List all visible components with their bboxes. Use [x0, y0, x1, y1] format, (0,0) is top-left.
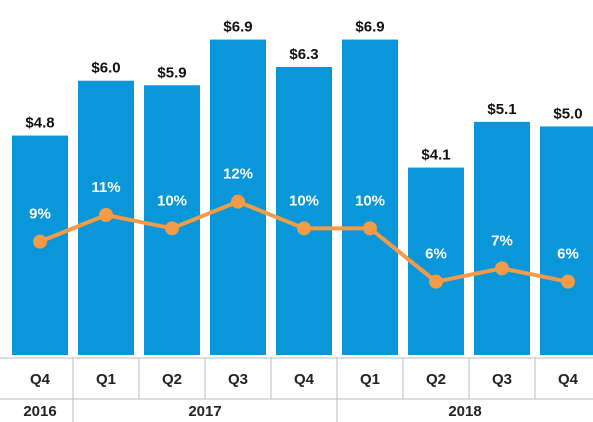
x-group-label: 2016: [23, 403, 56, 420]
line-value-label: 7%: [491, 232, 513, 249]
bar-value-label: $5.0: [553, 105, 582, 122]
x-tick-label: Q1: [360, 371, 380, 388]
line-point: [363, 221, 377, 236]
bar: [276, 67, 332, 355]
line-point: [495, 261, 509, 276]
line-point: [231, 194, 245, 209]
bar-value-label: $4.8: [25, 115, 54, 132]
line-value-label: 11%: [91, 179, 120, 196]
line-value-label: 12%: [223, 166, 253, 183]
line-value-label: 9%: [29, 206, 51, 223]
bar-value-label: $4.1: [421, 147, 450, 164]
x-tick-label: Q4: [30, 371, 51, 388]
line-point: [33, 234, 47, 249]
line-value-label: 6%: [557, 246, 579, 263]
bar: [540, 126, 593, 355]
line-value-label: 10%: [289, 192, 319, 209]
bar: [408, 167, 464, 355]
line-point: [297, 221, 311, 236]
bar: [474, 121, 530, 355]
line-point: [99, 208, 113, 222]
line-value-label: 10%: [355, 192, 385, 209]
x-tick-label: Q4: [294, 371, 315, 388]
x-tick-label: Q1: [96, 371, 116, 388]
line-point: [165, 221, 179, 236]
bar-value-label: $5.9: [157, 64, 186, 81]
bar-value-label: $6.3: [289, 46, 318, 63]
bar-value-label: $6.9: [223, 19, 252, 36]
x-tick-label: Q2: [162, 371, 182, 388]
x-group-label: 2017: [188, 403, 221, 420]
bar-value-label: $6.9: [355, 19, 384, 36]
bar-value-label: $6.0: [91, 60, 120, 77]
bar-value-label: $5.1: [487, 101, 516, 118]
x-tick-label: Q3: [492, 371, 512, 388]
line-point: [429, 274, 443, 289]
x-group-label: 2018: [448, 403, 481, 420]
x-tick-label: Q4: [558, 371, 579, 388]
line-point: [561, 274, 575, 289]
x-tick-label: Q2: [426, 371, 446, 388]
line-value-label: 6%: [425, 246, 447, 263]
line-value-label: 10%: [157, 192, 187, 209]
bar: [342, 39, 398, 355]
x-tick-label: Q3: [228, 371, 248, 388]
